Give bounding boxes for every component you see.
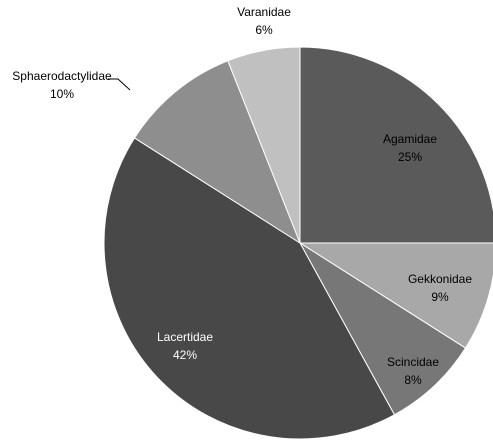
slice-value-label: 25% — [398, 150, 422, 164]
slice-label: Gekkonidae — [408, 272, 472, 286]
slice-value-label: 9% — [431, 290, 449, 304]
slice-value-label: 6% — [255, 23, 273, 37]
slice-value-label: 8% — [404, 373, 422, 387]
slice-label: Agamidae — [383, 132, 437, 146]
slice-label: Varanidae — [237, 5, 291, 19]
slice-value-label: 10% — [50, 87, 74, 101]
slice-label: Lacertidae — [157, 330, 213, 344]
slice-label: Scincidae — [387, 355, 439, 369]
pie-slice — [133, 60, 302, 245]
leader-line — [108, 78, 131, 91]
slice-label: Sphaerodactylidae — [12, 69, 112, 83]
pie-slice — [103, 137, 396, 440]
slice-value-label: 42% — [173, 348, 197, 362]
pie-slice — [299, 242, 467, 416]
pie-slice — [298, 242, 493, 349]
pie-slice — [227, 46, 301, 244]
